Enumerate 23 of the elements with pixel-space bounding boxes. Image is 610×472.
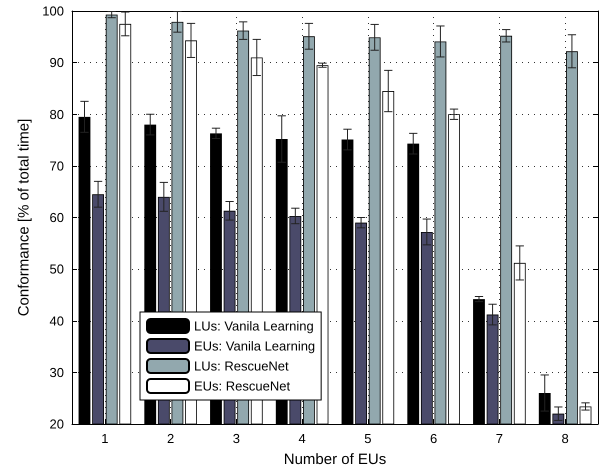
x-tick-label: 2 bbox=[167, 431, 174, 446]
x-tick-label: 8 bbox=[562, 431, 569, 446]
y-tick-label: 100 bbox=[42, 4, 64, 18]
y-tick-label: 20 bbox=[50, 416, 64, 432]
x-tick-label: 1 bbox=[101, 431, 108, 446]
y-axis-title: Conformance [% of total time] bbox=[15, 118, 32, 316]
legend-label: EUs: RescueNet bbox=[194, 378, 290, 394]
y-tick-label: 90 bbox=[50, 55, 64, 70]
legend-label: LUs: Vanila Learning bbox=[194, 318, 314, 334]
y-tick-label: 60 bbox=[50, 210, 64, 225]
y-tick-label: 70 bbox=[50, 158, 64, 174]
y-tick-label: 50 bbox=[50, 262, 64, 277]
y-tick-label: 80 bbox=[50, 106, 64, 122]
y-tick-label: 40 bbox=[50, 313, 64, 328]
y-tick-label: 30 bbox=[50, 364, 64, 380]
x-tick-label: 3 bbox=[232, 431, 240, 446]
legend-label: LUs: RescueNet bbox=[194, 358, 290, 374]
x-tick-label: 5 bbox=[364, 431, 372, 446]
x-tick-label: 4 bbox=[298, 431, 306, 446]
x-tick-label: 6 bbox=[430, 431, 438, 446]
legend-label: EUs: Vanila Learning bbox=[194, 338, 316, 354]
x-axis-title: Number of EUs bbox=[284, 451, 386, 468]
x-tick-label: 7 bbox=[496, 431, 503, 446]
